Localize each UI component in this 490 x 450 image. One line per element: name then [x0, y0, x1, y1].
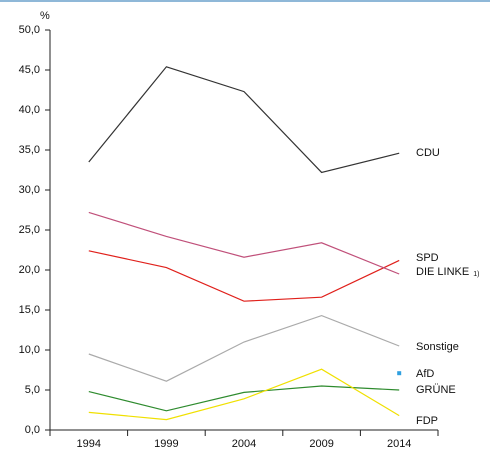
legend-note: 1): [473, 271, 479, 278]
y-tick-label: 30,0: [19, 184, 40, 196]
series-line: [88, 368, 400, 421]
x-tick-label: 1999: [154, 438, 178, 450]
legend-label: CDU: [416, 147, 440, 159]
y-tick-label: 50,0: [19, 24, 40, 36]
y-tick-label: 20,0: [19, 264, 40, 276]
series-line: [88, 66, 400, 174]
legend-label: SPD: [416, 252, 439, 264]
y-axis-label: %: [40, 10, 50, 22]
x-tick-label: 1994: [77, 438, 101, 450]
x-tick-label: 2014: [387, 438, 411, 450]
series-line: [88, 385, 400, 412]
y-tick-label: 40,0: [19, 104, 40, 116]
series-line: [88, 211, 400, 275]
y-tick-label: 25,0: [19, 224, 40, 236]
y-tick-label: 10,0: [19, 344, 40, 356]
y-tick-label: 15,0: [19, 304, 40, 316]
legend-label: FDP: [416, 415, 438, 427]
y-tick-label: 35,0: [19, 144, 40, 156]
y-tick-label: 5,0: [25, 384, 40, 396]
series-line: [88, 314, 400, 382]
y-tick-label: 45,0: [19, 64, 40, 76]
series-line: [88, 250, 400, 302]
x-tick-label: 2009: [309, 438, 333, 450]
x-tick-label: 2004: [232, 438, 256, 450]
legend-label: Sonstige: [416, 341, 459, 353]
legend-label: AfD: [416, 368, 434, 380]
y-tick-label: 0,0: [25, 424, 40, 436]
legend-label: DIE LINKE: [416, 266, 469, 278]
legend-label: GRÜNE: [416, 384, 456, 396]
series-marker: [397, 371, 402, 376]
